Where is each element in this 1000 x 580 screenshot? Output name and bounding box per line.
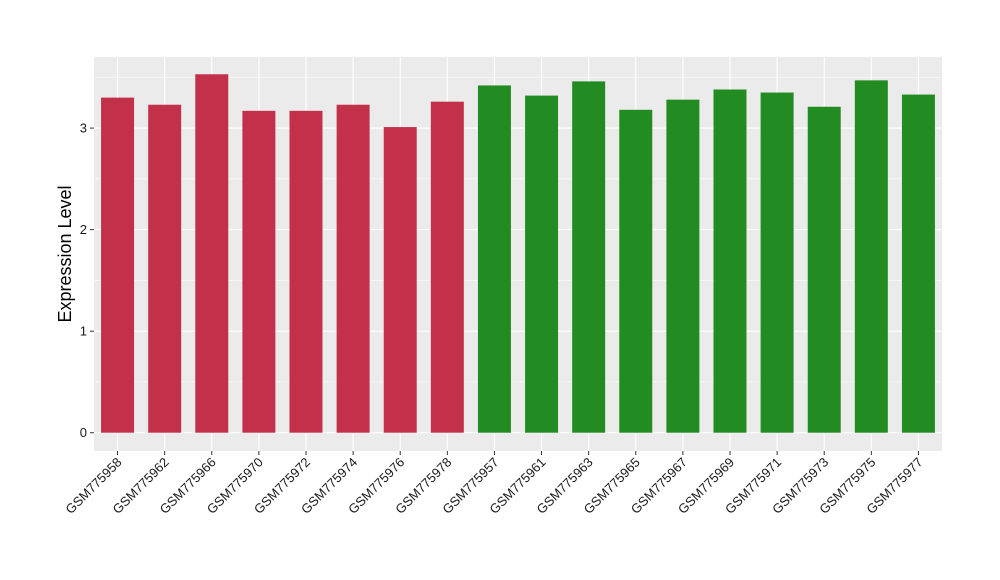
y-axis: 0 1 2 3 <box>80 121 94 440</box>
bar-gsm775975 <box>854 80 888 433</box>
y-axis-title: Expression Level <box>55 185 75 322</box>
bar-gsm775963 <box>572 81 606 433</box>
bar-gsm775977 <box>901 94 935 433</box>
bar-gsm775969 <box>713 89 747 433</box>
x-axis: GSM775958GSM775962GSM775966GSM775970GSM7… <box>62 451 926 517</box>
bar-gsm775974 <box>336 104 370 433</box>
bar-gsm775957 <box>477 85 511 433</box>
bars <box>101 74 935 433</box>
bar-gsm775978 <box>430 101 464 433</box>
y-tick-label: 2 <box>80 222 87 237</box>
bar-gsm775961 <box>525 95 559 433</box>
bar-gsm775958 <box>101 97 135 433</box>
bar-gsm775962 <box>148 104 182 433</box>
plot-panel <box>94 57 942 451</box>
y-tick-label: 0 <box>80 425 87 440</box>
bar-gsm775966 <box>195 74 229 433</box>
bar-gsm775965 <box>619 109 653 433</box>
bar-gsm775972 <box>289 110 323 433</box>
y-tick-label: 3 <box>80 121 87 136</box>
bar-gsm775967 <box>666 99 700 433</box>
bar-gsm775973 <box>807 106 841 433</box>
y-tick-label: 1 <box>80 324 87 339</box>
bar-gsm775971 <box>760 92 794 433</box>
bar-gsm775976 <box>383 127 417 433</box>
bar-gsm775970 <box>242 110 276 433</box>
